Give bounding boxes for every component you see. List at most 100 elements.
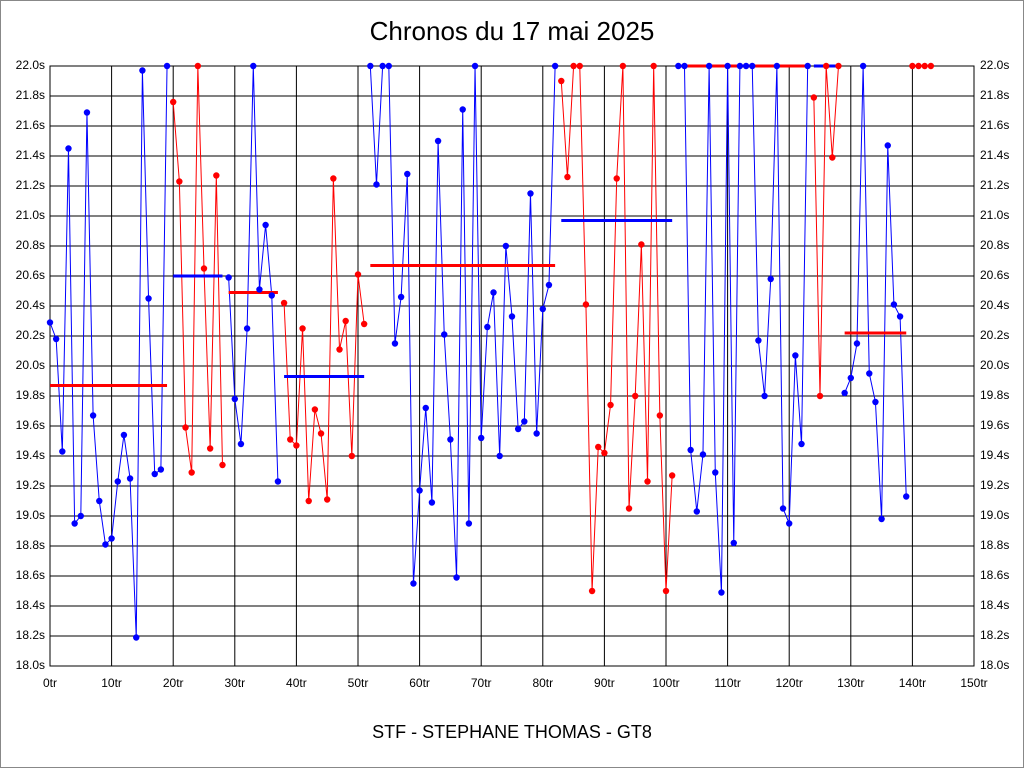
lap-point	[176, 178, 183, 185]
lap-point	[607, 401, 614, 409]
lap-point	[459, 106, 466, 113]
y-tick-label: 19.8s	[16, 388, 45, 402]
lap-point	[354, 271, 362, 278]
lap-point	[71, 520, 78, 527]
lap-point	[798, 440, 805, 448]
lap-point	[681, 62, 688, 70]
lap-point	[360, 320, 368, 328]
y-tick-label-right: 22.0s	[980, 58, 1009, 72]
lap-point	[921, 62, 928, 70]
lap-point	[317, 430, 325, 437]
lap-point	[133, 634, 140, 641]
series-line	[283, 178, 365, 502]
lap-point	[367, 62, 374, 70]
lap-point	[46, 319, 54, 326]
lap-point	[170, 98, 177, 106]
lap-point	[508, 313, 516, 320]
lap-point	[582, 301, 590, 308]
y-tick-label-right: 21.4s	[980, 148, 1009, 162]
lap-point	[151, 470, 158, 478]
lap-point	[835, 62, 842, 70]
x-tick-label: 50tr	[348, 676, 369, 690]
lap-point	[126, 475, 134, 482]
lap-point	[656, 412, 664, 419]
lap-point	[274, 478, 282, 485]
lap-point	[687, 446, 694, 454]
y-tick-label: 19.6s	[16, 418, 45, 432]
lap-point	[428, 499, 436, 506]
y-tick-label: 20.4s	[16, 298, 45, 312]
lap-point	[484, 323, 491, 331]
lap-point	[397, 293, 405, 301]
x-tick-label: 100tr	[652, 676, 679, 690]
lap-point	[404, 170, 411, 178]
y-tick-label: 21.2s	[16, 178, 45, 192]
lap-point	[250, 62, 257, 70]
lap-point	[478, 434, 485, 442]
lap-point	[638, 241, 645, 248]
y-tick-label: 19.0s	[16, 508, 45, 522]
y-tick-label-right: 18.0s	[980, 658, 1009, 672]
y-tick-label-right: 19.6s	[980, 418, 1009, 432]
x-tick-label: 0tr	[43, 676, 57, 690]
lap-point	[779, 505, 787, 512]
lap-point	[410, 580, 417, 587]
lap-point	[804, 62, 811, 70]
lap-point	[200, 265, 208, 272]
lap-point	[705, 62, 713, 70]
lap-point	[786, 520, 793, 527]
lap-point	[299, 325, 306, 332]
x-tick-label: 10tr	[101, 676, 122, 690]
y-tick-label-right: 21.8s	[980, 88, 1009, 102]
lap-point	[471, 62, 479, 70]
x-tick-label: 60tr	[409, 676, 430, 690]
y-tick-label-right: 18.2s	[980, 628, 1009, 642]
lap-point	[52, 335, 60, 343]
lap-point	[699, 451, 707, 458]
lap-point	[909, 62, 916, 70]
lap-point	[570, 62, 577, 70]
x-tick-label: 20tr	[163, 676, 184, 690]
y-tick-label: 20.6s	[16, 268, 45, 282]
lap-point	[83, 109, 91, 116]
lap-point	[262, 221, 269, 229]
lap-point	[157, 466, 165, 473]
lap-point	[625, 505, 633, 512]
lap-point	[718, 589, 725, 596]
y-tick-label: 20.8s	[16, 238, 45, 252]
chart-title: Chronos du 17 mai 2025	[370, 16, 655, 46]
lap-point	[182, 424, 189, 431]
y-tick-label-right: 20.4s	[980, 298, 1009, 312]
lap-point	[545, 281, 553, 289]
x-tick-label: 150tr	[960, 676, 987, 690]
y-tick-label: 21.8s	[16, 88, 45, 102]
lap-point	[514, 425, 522, 433]
lap-point	[576, 62, 583, 70]
lap-point	[385, 62, 392, 70]
lap-point	[749, 62, 756, 70]
lap-point	[120, 431, 128, 439]
lap-point	[527, 190, 534, 197]
y-tick-label-right: 21.6s	[980, 118, 1009, 132]
lap-point	[884, 142, 891, 149]
lap-point	[348, 452, 356, 460]
x-axis-label: STF - STEPHANE THOMAS - GT8	[372, 722, 652, 742]
y-tick-label-right: 20.0s	[980, 358, 1009, 372]
lap-point	[742, 62, 750, 70]
y-tick-label-right: 18.4s	[980, 598, 1009, 612]
lap-point	[903, 493, 910, 500]
lap-point	[551, 62, 559, 70]
lap-point	[878, 515, 885, 523]
lap-point	[792, 352, 799, 359]
lap-point	[927, 62, 935, 70]
lap-point	[373, 181, 380, 188]
lap-point	[77, 512, 85, 520]
y-tick-label-right: 21.2s	[980, 178, 1009, 192]
x-tick-label: 90tr	[594, 676, 615, 690]
lap-point	[829, 154, 836, 161]
lap-point	[465, 520, 473, 527]
x-tick-label: 120tr	[776, 676, 803, 690]
lap-point	[619, 62, 627, 70]
y-tick-label-right: 19.2s	[980, 478, 1009, 492]
